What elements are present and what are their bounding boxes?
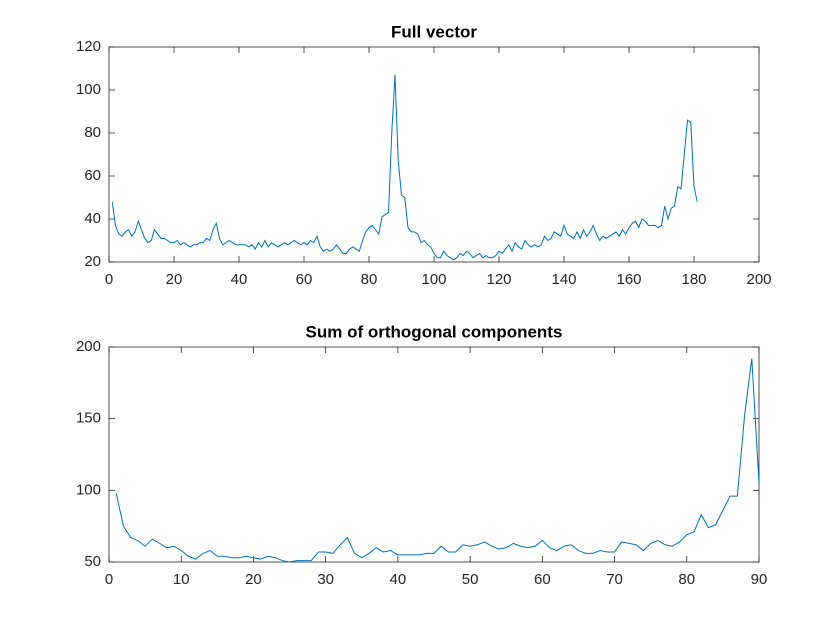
data-line xyxy=(115,358,760,563)
x-tick-label: 200 xyxy=(746,271,771,288)
x-tick-label: 80 xyxy=(678,571,695,588)
y-tick-label: 60 xyxy=(84,167,101,184)
y-tick-label: 40 xyxy=(84,210,101,227)
y-tick-label: 150 xyxy=(76,410,101,427)
x-tick-label: 20 xyxy=(166,271,183,288)
x-tick-label: 180 xyxy=(681,271,706,288)
y-tick-label: 200 xyxy=(76,338,101,355)
x-tick-label: 120 xyxy=(486,271,511,288)
y-tick-label: 100 xyxy=(76,81,101,98)
x-tick-label: 0 xyxy=(105,271,113,288)
x-tick-label: 80 xyxy=(361,271,378,288)
x-tick-label: 160 xyxy=(616,271,641,288)
x-tick-label: 60 xyxy=(534,571,551,588)
data-line xyxy=(111,74,698,261)
x-tick-label: 140 xyxy=(551,271,576,288)
y-tick-label: 50 xyxy=(84,553,101,570)
chart-title: Full vector xyxy=(391,22,477,41)
y-tick-label: 80 xyxy=(84,124,101,141)
y-tick-label: 120 xyxy=(76,38,101,55)
x-tick-label: 0 xyxy=(105,571,113,588)
x-tick-label: 40 xyxy=(231,271,248,288)
chart-title: Sum of orthogonal components xyxy=(306,322,563,341)
x-tick-label: 70 xyxy=(606,571,623,588)
x-tick-label: 90 xyxy=(751,571,768,588)
x-tick-label: 50 xyxy=(462,571,479,588)
x-tick-label: 60 xyxy=(296,271,313,288)
y-tick-label: 20 xyxy=(84,253,101,270)
x-tick-label: 20 xyxy=(245,571,262,588)
x-tick-label: 30 xyxy=(317,571,334,588)
x-tick-label: 100 xyxy=(421,271,446,288)
x-tick-label: 40 xyxy=(390,571,407,588)
axes-box xyxy=(108,346,760,563)
x-tick-label: 10 xyxy=(173,571,190,588)
y-tick-label: 100 xyxy=(76,481,101,498)
axes-box xyxy=(108,46,760,263)
